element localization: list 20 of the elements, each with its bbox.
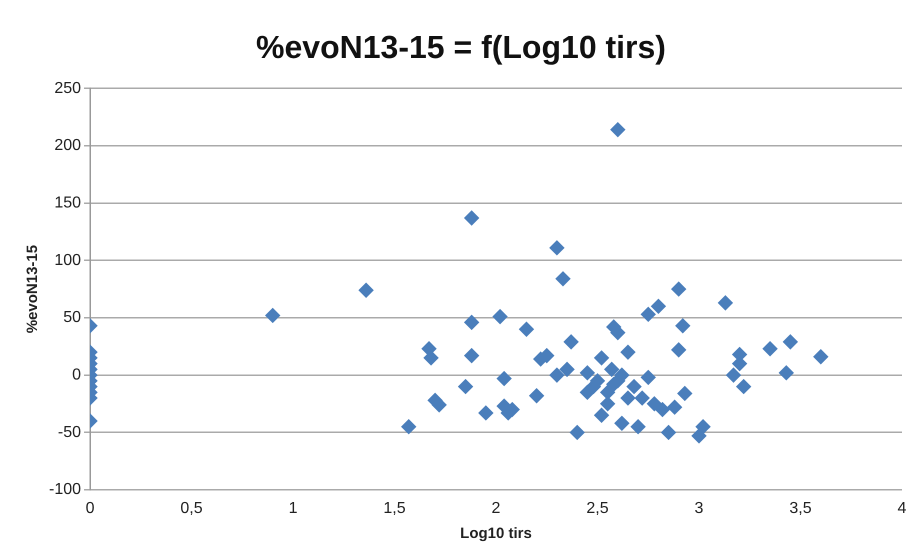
y-tick-label: -50 <box>58 424 82 441</box>
x-tick-label: 3 <box>694 500 704 517</box>
x-axis-title: Log10 tirs <box>460 525 532 542</box>
y-tick-label: -100 <box>48 481 82 498</box>
x-tick-label: 0 <box>86 500 95 517</box>
x-tick-label: 0,5 <box>180 500 203 517</box>
y-tick-label: 150 <box>54 194 82 212</box>
x-tick-label: 1,5 <box>383 500 406 517</box>
y-axis-title: %evoN13-15 <box>24 244 42 334</box>
x-tick-label: 1 <box>288 500 298 517</box>
y-tick-label: 50 <box>63 309 82 326</box>
x-tick-label: 2,5 <box>586 500 609 517</box>
y-tick-label: 250 <box>54 80 82 97</box>
y-tick-label: 100 <box>54 252 82 269</box>
chart-title: %evoN13-15 = f(Log10 tirs) <box>256 29 666 66</box>
y-tick-label: 0 <box>72 366 82 384</box>
x-tick-label: 3,5 <box>789 500 812 517</box>
x-tick-label: 4 <box>898 500 907 517</box>
y-tick-label: 200 <box>54 137 82 154</box>
x-tick-label: 2 <box>492 500 501 517</box>
